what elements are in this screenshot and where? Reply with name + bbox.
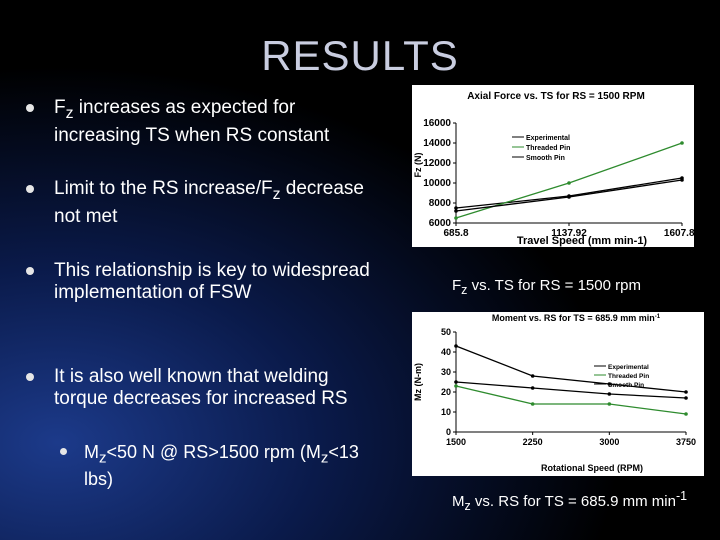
y-tick-label: 40 [441, 347, 451, 357]
data-point [454, 384, 458, 388]
legend: Experimental Threaded Pin Smooth Pin [512, 135, 570, 162]
data-point [607, 382, 612, 386]
data-point [684, 412, 688, 416]
data-point [684, 396, 688, 400]
x-tick-label: 2250 [523, 437, 543, 447]
axial-force-chart: Axial Force vs. TS for RS = 1500 RPM Fz … [412, 85, 701, 247]
y-axis-label: Mz (N-m) [413, 363, 423, 401]
chart-title: Axial Force vs. TS for RS = 1500 RPM [467, 91, 645, 102]
data-point [530, 386, 535, 390]
chart-title: Moment vs. RS for TS = 685.9 mm min-1 [492, 313, 661, 323]
x-axis-label: Travel Speed (mm min-1) [517, 235, 648, 247]
bullet-text: It is also well known that welding torqu… [54, 366, 348, 409]
legend-label: Experimental [526, 135, 570, 142]
y-tick-label: 50 [441, 327, 451, 337]
moment-chart: Moment vs. RS for TS = 685.9 mm min-1 Mz… [412, 312, 704, 476]
bullet-dot [26, 373, 34, 381]
series-line [455, 385, 687, 415]
y-tick-label: 10000 [423, 178, 451, 189]
y-tick-label: 20 [441, 387, 451, 397]
bullet-dot [26, 185, 34, 193]
data-point [607, 392, 612, 396]
data-point [454, 206, 458, 210]
y-tick-label: 16000 [423, 118, 451, 129]
bullet-dot [26, 267, 34, 275]
x-tick-label: 685.8 [443, 228, 468, 239]
series-line [455, 345, 687, 393]
bullet-text: Fz increases as expected for increasing … [54, 97, 330, 146]
x-tick-label: 1607.82 [664, 228, 694, 239]
data-point [684, 390, 688, 394]
plot-axes: 6000 8000 10000 12000 14000 16000 685.8 1137.92… [423, 118, 700, 239]
y-tick-label: 8000 [429, 198, 452, 209]
plot-marks [454, 344, 688, 416]
y-tick-label: 30 [441, 367, 451, 377]
plot-axes: 0 10 20 30 40 50 1500 2250 3000 3750 [441, 327, 696, 447]
chart1-caption: Fz vs. TS for RS = 1500 rpm [452, 277, 641, 297]
bullet-dot [60, 448, 67, 455]
data-point [567, 181, 571, 185]
data-point [607, 402, 612, 406]
x-tick-label: 1500 [446, 437, 466, 447]
legend: Experimental Threaded Pin Smooth Pin [594, 364, 649, 389]
data-point [454, 380, 458, 384]
data-point [530, 402, 535, 406]
x-axis-label: Rotational Speed (RPM) [541, 463, 643, 473]
moment-chart-svg: Moment vs. RS for TS = 685.9 mm min-1 Mz… [413, 313, 696, 473]
chart2-caption: Mz vs. RS for TS = 685.9 mm min-1 [452, 489, 688, 513]
legend-label: Smooth Pin [608, 382, 644, 389]
legend-label: Threaded Pin [526, 145, 570, 152]
x-tick-label: 1137.92 [551, 228, 587, 239]
axial-force-chart-svg: Axial Force vs. TS for RS = 1500 RPM Fz … [413, 91, 701, 247]
y-tick-label: 14000 [423, 138, 451, 149]
data-point [454, 344, 458, 348]
data-point [680, 141, 684, 145]
legend-label: Smooth Pin [526, 155, 565, 162]
slide-title: RESULTS [261, 32, 459, 79]
y-tick-label: 0 [446, 427, 451, 437]
legend-label: Threaded Pin [608, 373, 649, 380]
series-line [455, 381, 687, 399]
x-tick-label: 3750 [676, 437, 696, 447]
bullet-text: This relationship is key to widespread i… [54, 260, 370, 303]
data-point [454, 216, 458, 220]
legend-label: Experimental [608, 364, 649, 371]
plot-marks [454, 141, 684, 220]
data-point [680, 178, 684, 182]
bullet-dot [26, 104, 34, 112]
data-point [567, 195, 571, 199]
sub-bullet-text: Mz<50 N @ RS>1500 rpm (Mz<13 lbs) [84, 442, 359, 489]
y-tick-label: 6000 [429, 218, 452, 229]
y-tick-label: 12000 [423, 158, 451, 169]
bullet-text: Limit to the RS increase/Fz decrease not… [54, 178, 364, 227]
data-point [454, 209, 458, 213]
y-axis-label: Fz (N) [413, 153, 423, 178]
x-tick-label: 3000 [599, 437, 619, 447]
data-point [530, 374, 535, 378]
y-tick-label: 10 [441, 407, 451, 417]
